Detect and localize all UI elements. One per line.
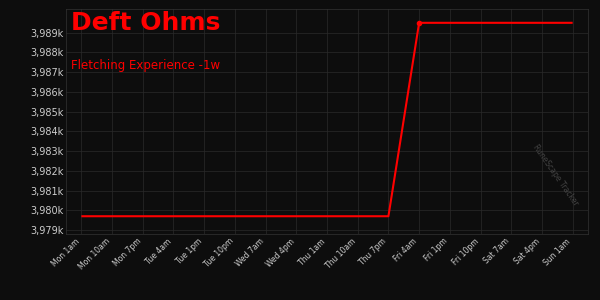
- Text: RuneScape Tracker: RuneScape Tracker: [531, 142, 580, 207]
- Text: Fletching Experience -1w: Fletching Experience -1w: [71, 58, 220, 71]
- Text: Deft Ohms: Deft Ohms: [71, 11, 221, 35]
